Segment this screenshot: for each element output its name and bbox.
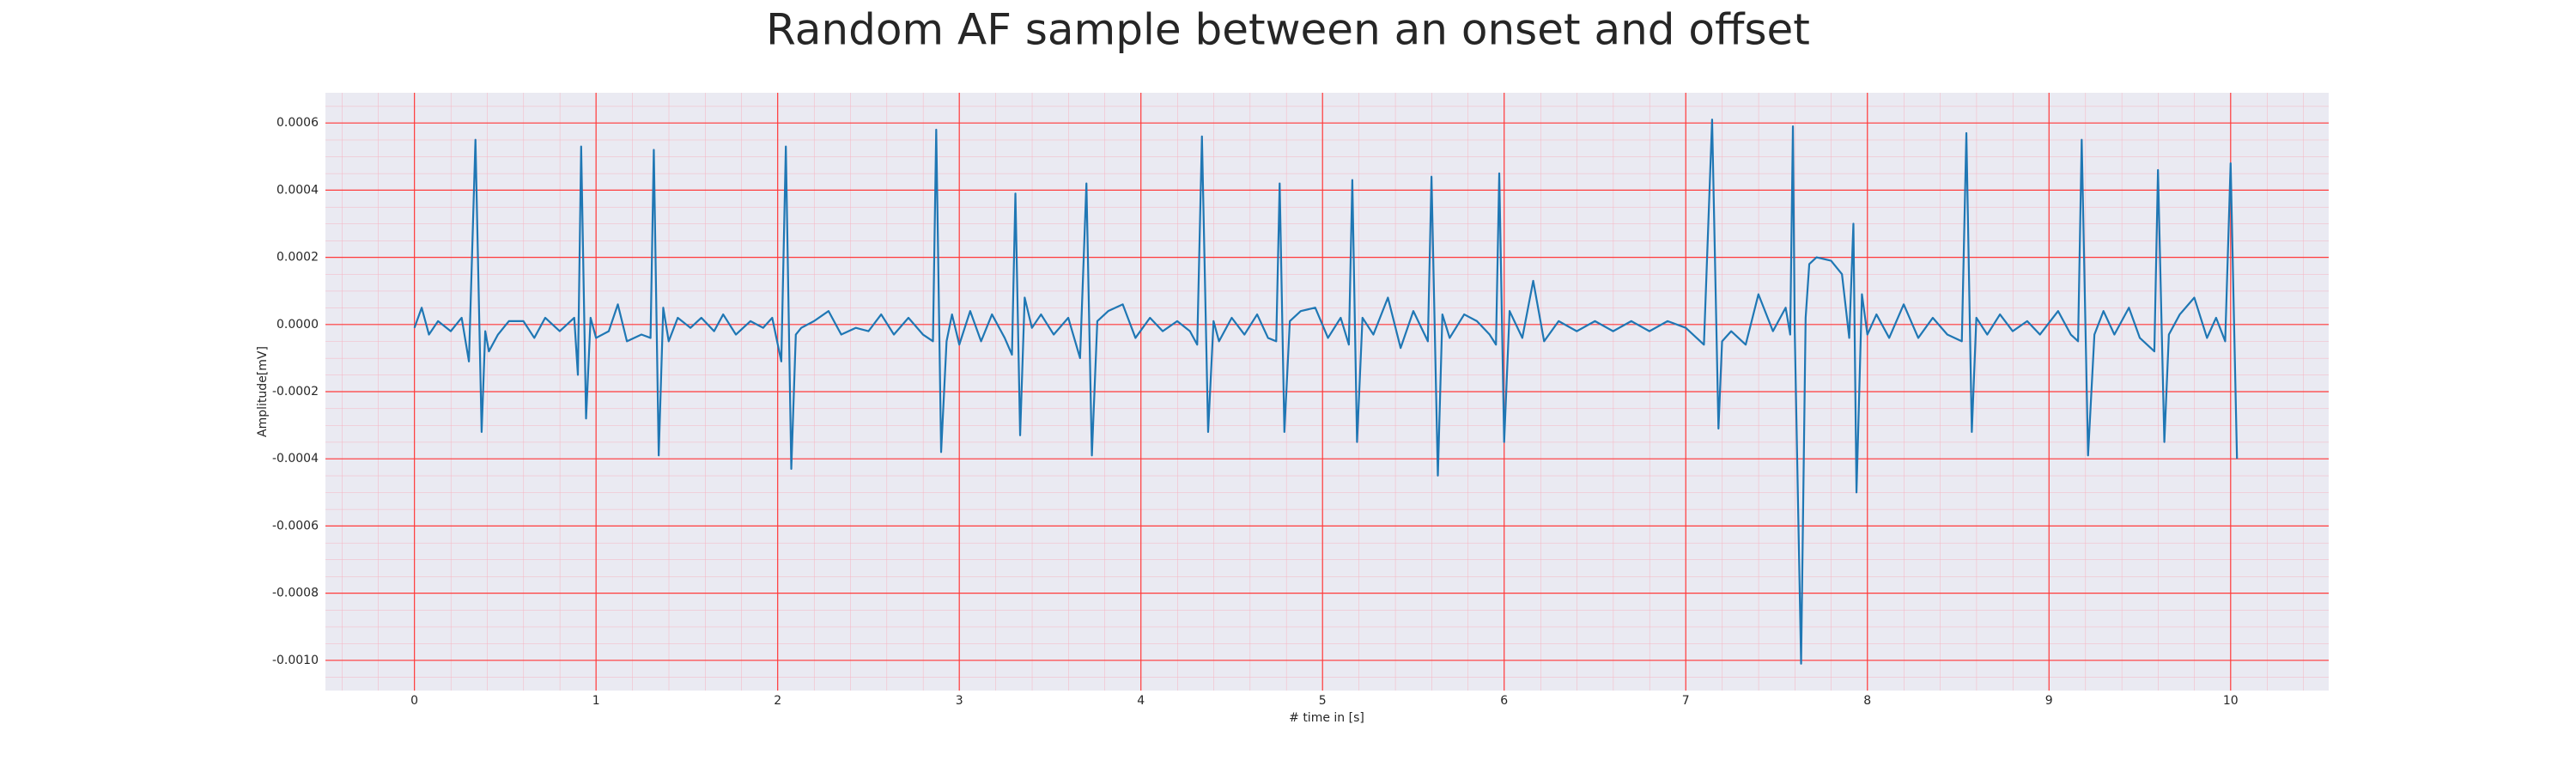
x-tick-label: 9 — [2045, 694, 2053, 708]
x-tick-label: 3 — [956, 694, 963, 708]
y-axis-label: Amplitude[mV] — [256, 346, 270, 437]
x-tick-label: 0 — [410, 694, 418, 708]
y-tick-label: -0.0004 — [272, 452, 319, 466]
x-tick-label: 10 — [2223, 694, 2239, 708]
x-tick-label: 7 — [1682, 694, 1690, 708]
x-tick-label: 5 — [1319, 694, 1327, 708]
x-tick-label: 4 — [1137, 694, 1145, 708]
chart-title: Random AF sample between an onset and of… — [766, 5, 1810, 55]
y-tick-label: 0.0002 — [276, 251, 319, 265]
y-tick-label: 0.0004 — [276, 183, 319, 197]
y-tick-label: -0.0002 — [272, 385, 319, 399]
x-tick-label: 2 — [774, 694, 781, 708]
y-tick-label: 0.0000 — [276, 318, 319, 332]
line — [413, 119, 2239, 665]
x-tick-label: 6 — [1500, 694, 1508, 708]
x-axis-label: # time in [s] — [1289, 711, 1364, 725]
y-tick-label: -0.0008 — [272, 587, 319, 600]
y-tick-label: -0.0010 — [272, 654, 319, 667]
x-tick-label: 1 — [592, 694, 600, 708]
y-tick-label: 0.0006 — [276, 116, 319, 130]
y-tick-label: -0.0006 — [272, 519, 319, 533]
x-tick-label: 8 — [1863, 694, 1871, 708]
